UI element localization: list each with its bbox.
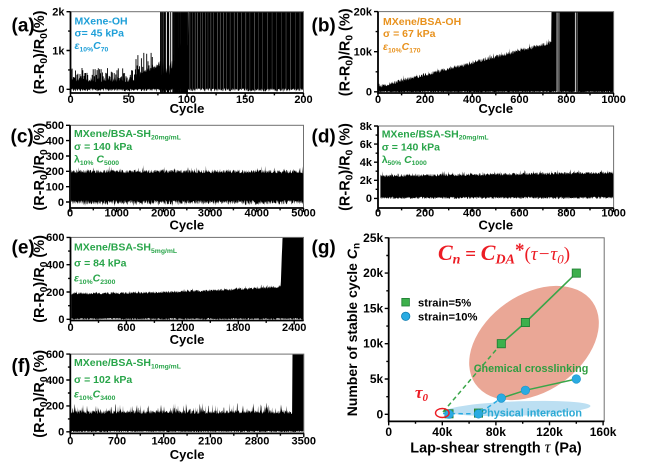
svg-text:strain=10%: strain=10% [418, 312, 477, 324]
svg-text:(R-R0)/R0(%): (R-R0)/R0(%) [32, 10, 50, 94]
svg-text:2100: 2100 [198, 435, 222, 447]
svg-text:40k: 40k [432, 425, 452, 439]
svg-text:4000: 4000 [245, 208, 269, 220]
svg-text:Cycle: Cycle [170, 447, 205, 462]
svg-text:2k: 2k [52, 7, 65, 19]
svg-text:strain=5%: strain=5% [418, 297, 471, 309]
svg-text:Cycle: Cycle [169, 218, 204, 233]
svg-text:1000: 1000 [601, 208, 625, 220]
svg-text:σ = 67 kPa: σ = 67 kPa [383, 28, 436, 40]
svg-text:(b): (b) [312, 16, 336, 37]
svg-text:8k: 8k [360, 121, 373, 133]
svg-text:Number of stable cycle Cn: Number of stable cycle Cn [344, 243, 363, 416]
svg-text:Physical interaction: Physical interaction [480, 408, 582, 420]
svg-text:(d): (d) [312, 127, 336, 148]
svg-text:1000: 1000 [601, 94, 625, 106]
svg-text:σ = 140 kPa: σ = 140 kPa [74, 141, 132, 153]
svg-text:800: 800 [557, 94, 575, 106]
svg-text:50: 50 [123, 94, 135, 106]
svg-text:500: 500 [46, 120, 64, 132]
svg-text:0: 0 [67, 435, 73, 447]
svg-text:Chemical crosslinking: Chemical crosslinking [474, 363, 589, 375]
svg-text:0: 0 [58, 84, 64, 96]
svg-text:σ = 140 kPa: σ = 140 kPa [382, 141, 440, 153]
svg-text:100: 100 [46, 182, 64, 194]
svg-text:2k: 2k [360, 175, 373, 187]
svg-text:0: 0 [58, 427, 64, 439]
svg-text:4k: 4k [360, 157, 373, 169]
svg-text:20k: 20k [363, 266, 383, 280]
svg-text:(R-R0)/R0 (%): (R-R0)/R0 (%) [338, 123, 356, 211]
svg-text:0: 0 [377, 407, 384, 421]
svg-text:6k: 6k [360, 139, 373, 151]
svg-text:0: 0 [385, 425, 392, 439]
svg-text:25k: 25k [363, 231, 383, 245]
svg-text:0: 0 [375, 208, 381, 220]
svg-text:0: 0 [375, 94, 381, 106]
svg-text:(R-R0)/R0 (%): (R-R0)/R0 (%) [32, 235, 50, 323]
svg-text:200: 200 [416, 208, 434, 220]
svg-text:σ = 102 kPa: σ = 102 kPa [74, 374, 132, 386]
svg-text:(c): (c) [11, 127, 34, 148]
svg-text:1800: 1800 [226, 322, 250, 334]
svg-text:0: 0 [58, 314, 64, 326]
svg-text:2800: 2800 [245, 435, 269, 447]
svg-text:160k: 160k [590, 425, 617, 439]
svg-text:15k: 15k [363, 301, 383, 315]
svg-text:1000: 1000 [104, 208, 128, 220]
svg-text:10k: 10k [354, 47, 373, 59]
svg-text:80k: 80k [486, 425, 506, 439]
svg-text:150: 150 [236, 94, 254, 106]
svg-text:Cycle: Cycle [170, 332, 205, 347]
svg-text:Lap-shear strength τ (Pa): Lap-shear strength τ (Pa) [410, 438, 582, 457]
svg-text:(R-R0)/R0 (%): (R-R0)/R0 (%) [338, 8, 356, 96]
svg-text:400: 400 [46, 135, 64, 147]
svg-text:1400: 1400 [151, 435, 175, 447]
svg-text:Cycle: Cycle [478, 218, 513, 233]
svg-text:0: 0 [58, 197, 64, 209]
svg-text:0: 0 [67, 94, 73, 106]
svg-text:600: 600 [117, 322, 135, 334]
svg-text:σ= 45 kPa: σ= 45 kPa [75, 28, 125, 40]
svg-text:5k: 5k [370, 372, 384, 386]
svg-text:Cycle: Cycle [170, 101, 205, 116]
svg-text:600: 600 [46, 349, 64, 361]
svg-text:2400: 2400 [282, 322, 306, 334]
svg-text:(R-R0)/R0 (%): (R-R0)/R0 (%) [32, 350, 50, 438]
svg-text:5000: 5000 [291, 208, 315, 220]
svg-text:0: 0 [366, 193, 372, 205]
svg-text:600: 600 [46, 232, 64, 244]
svg-text:(g): (g) [312, 238, 336, 259]
svg-text:MXene/BSA-OH: MXene/BSA-OH [383, 16, 461, 28]
svg-text:σ = 84 kPa: σ = 84 kPa [74, 258, 127, 270]
svg-text:0: 0 [67, 322, 73, 334]
svg-text:200: 200 [294, 94, 312, 106]
svg-text:1k: 1k [52, 45, 65, 57]
svg-text:3500: 3500 [292, 435, 316, 447]
svg-text:Cycle: Cycle [478, 101, 513, 116]
svg-text:10k: 10k [363, 337, 383, 351]
svg-text:200: 200 [416, 94, 434, 106]
svg-text:20k: 20k [354, 6, 373, 18]
svg-text:0: 0 [366, 87, 372, 99]
svg-text:MXene-OH: MXene-OH [75, 16, 128, 28]
svg-text:(f): (f) [12, 356, 31, 377]
svg-text:800: 800 [557, 208, 575, 220]
svg-text:0: 0 [67, 208, 73, 220]
svg-text:(R-R0)/R0 (%): (R-R0)/R0 (%) [32, 123, 50, 211]
svg-text:700: 700 [108, 435, 126, 447]
